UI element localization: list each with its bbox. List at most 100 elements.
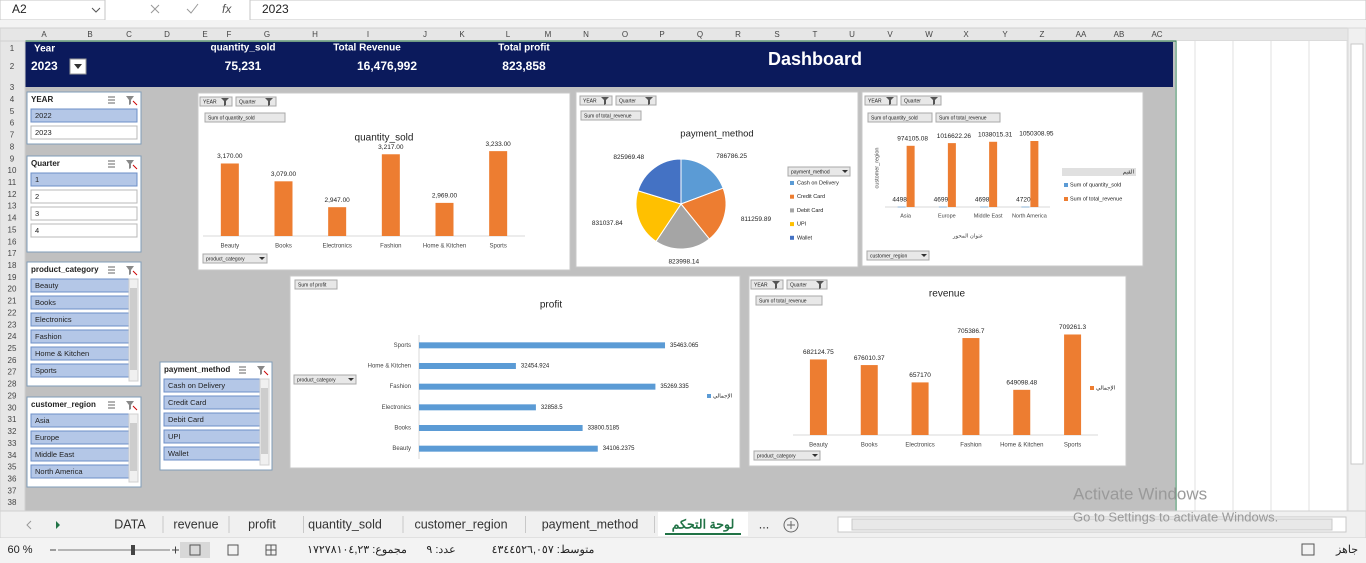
slicer-item[interactable]	[30, 223, 138, 238]
axis-field-button[interactable]	[202, 253, 268, 264]
axis-field-button[interactable]	[293, 374, 357, 385]
enter-icon[interactable]	[186, 3, 199, 14]
sheet-tab[interactable]: profit	[248, 517, 276, 531]
filter-button[interactable]	[786, 279, 828, 290]
axis-button-text[interactable]: customer_region	[870, 253, 907, 259]
clear-filter-icon[interactable]	[126, 266, 134, 275]
multiselect-icon[interactable]	[108, 266, 115, 274]
slicer-item-text[interactable]: UPI	[168, 432, 181, 441]
filter-button[interactable]	[579, 95, 613, 106]
field-button[interactable]	[867, 112, 933, 123]
sheet-tab[interactable]: payment_method	[542, 517, 639, 531]
multiselect-icon[interactable]	[108, 160, 115, 168]
slicer-item-text[interactable]: Books	[35, 298, 56, 307]
cancel-icon[interactable]	[150, 4, 160, 14]
sheet-tab[interactable]: لوحة التحكم	[672, 517, 735, 532]
filter-button-text[interactable]: Quarter	[790, 282, 807, 288]
clear-filter-icon[interactable]	[126, 160, 134, 169]
multiselect-icon[interactable]	[108, 96, 115, 104]
slicer-item-text[interactable]: 4	[35, 226, 39, 235]
filter-button-text[interactable]: YEAR	[754, 282, 768, 288]
axis-button-text[interactable]: product_category	[757, 453, 796, 459]
slicer-item-text[interactable]: 3	[35, 209, 39, 218]
scroll-thumb[interactable]	[1350, 43, 1364, 465]
slicer-item-text[interactable]: Home & Kitchen	[35, 349, 89, 358]
field-button[interactable]	[935, 112, 1001, 123]
filter-button[interactable]	[900, 95, 942, 106]
field-button-text[interactable]: Sum of quantity_sold	[871, 115, 918, 121]
sheet-tab[interactable]: ...	[759, 517, 769, 531]
field-button[interactable]	[204, 112, 286, 123]
zoom-thumb[interactable]	[131, 545, 135, 555]
tab-scroll-right[interactable]	[56, 521, 60, 529]
filter-button-text[interactable]: YEAR	[583, 98, 597, 104]
slicer-item-text[interactable]: Beauty	[35, 281, 59, 290]
field-button-text[interactable]: Sum of total_revenue	[584, 113, 632, 119]
clear-filter-icon[interactable]	[257, 366, 265, 375]
field-button-text[interactable]: Sum of total_revenue	[939, 115, 987, 121]
axis-button-text[interactable]: product_category	[297, 377, 336, 383]
page-layout-icon[interactable]	[227, 544, 239, 556]
slicer-item[interactable]	[30, 108, 138, 123]
display-settings-icon[interactable]	[1301, 543, 1315, 556]
tab-scroll-left[interactable]	[26, 520, 32, 530]
clear-filter-icon[interactable]	[126, 401, 134, 410]
filter-button[interactable]	[199, 96, 233, 107]
slicer-item-text[interactable]: 2	[35, 192, 39, 201]
filter-button-text[interactable]: Quarter	[619, 98, 636, 104]
slicer-item-text[interactable]: 2023	[35, 128, 52, 137]
function-icon[interactable]: fx	[222, 2, 232, 16]
slicer-item-text[interactable]: Cash on Delivery	[168, 381, 225, 390]
slicer-item-text[interactable]: Wallet	[168, 449, 189, 458]
slicer-item-text[interactable]: Middle East	[35, 450, 75, 459]
slicer-scroll-thumb	[130, 423, 137, 471]
sheet-tab[interactable]: DATA	[114, 517, 146, 531]
field-button-text[interactable]: Sum of profit	[298, 282, 327, 288]
filter-button[interactable]	[864, 95, 898, 106]
slicer-item-text[interactable]: 2022	[35, 111, 52, 120]
axis-field-button[interactable]	[753, 450, 821, 461]
field-button[interactable]	[755, 295, 823, 306]
h-scroll-thumb[interactable]	[851, 518, 1333, 531]
sheet-tab[interactable]: customer_region	[414, 517, 507, 531]
field-button-text[interactable]: Sum of total_revenue	[759, 298, 807, 304]
clear-filter-icon[interactable]	[126, 96, 134, 105]
slicer-item[interactable]	[30, 189, 138, 204]
slicer-item[interactable]	[30, 172, 138, 187]
filter-button-text[interactable]: Quarter	[239, 99, 256, 105]
field-button[interactable]	[580, 110, 642, 121]
filter-button-text[interactable]: YEAR	[203, 99, 217, 105]
row-header: 15	[8, 225, 17, 234]
axis-field-button[interactable]	[787, 166, 851, 177]
bar	[419, 404, 536, 411]
filter-button[interactable]	[615, 95, 657, 106]
normal-view[interactable]	[180, 542, 210, 558]
filter-button-text[interactable]: YEAR	[868, 98, 882, 104]
axis-button-text[interactable]: payment_method	[791, 169, 830, 175]
axis-field-button[interactable]	[866, 250, 930, 261]
filter-button[interactable]	[235, 96, 277, 107]
multiselect-icon[interactable]	[239, 366, 246, 374]
zoom-plus[interactable]	[172, 546, 179, 554]
field-button[interactable]	[294, 279, 338, 290]
add-sheet-button[interactable]	[783, 517, 799, 533]
field-button-text[interactable]: Sum of quantity_sold	[208, 115, 255, 121]
slicer-item-text[interactable]: 1	[35, 175, 39, 184]
sheet-tab[interactable]: revenue	[173, 517, 218, 531]
sheet-tab[interactable]: quantity_sold	[308, 517, 382, 531]
slicer-item-text[interactable]: Europe	[35, 433, 59, 442]
slicer-item-text[interactable]: Debit Card	[168, 415, 204, 424]
multiselect-icon[interactable]	[108, 401, 115, 409]
slicer-item-text[interactable]: Electronics	[35, 315, 72, 324]
kpi-value: 75,231	[225, 59, 262, 73]
slicer-item-text[interactable]: North America	[35, 467, 83, 476]
slicer-item[interactable]	[30, 206, 138, 221]
slicer-item-text[interactable]: Credit Card	[168, 398, 206, 407]
filter-button[interactable]	[750, 279, 784, 290]
slicer-item-text[interactable]: Sports	[35, 366, 57, 375]
slicer-item[interactable]	[30, 125, 138, 140]
slicer-item-text[interactable]: Asia	[35, 416, 50, 425]
slicer-item-text[interactable]: Fashion	[35, 332, 62, 341]
filter-button-text[interactable]: Quarter	[904, 98, 921, 104]
axis-button-text[interactable]: product_category	[206, 256, 245, 262]
